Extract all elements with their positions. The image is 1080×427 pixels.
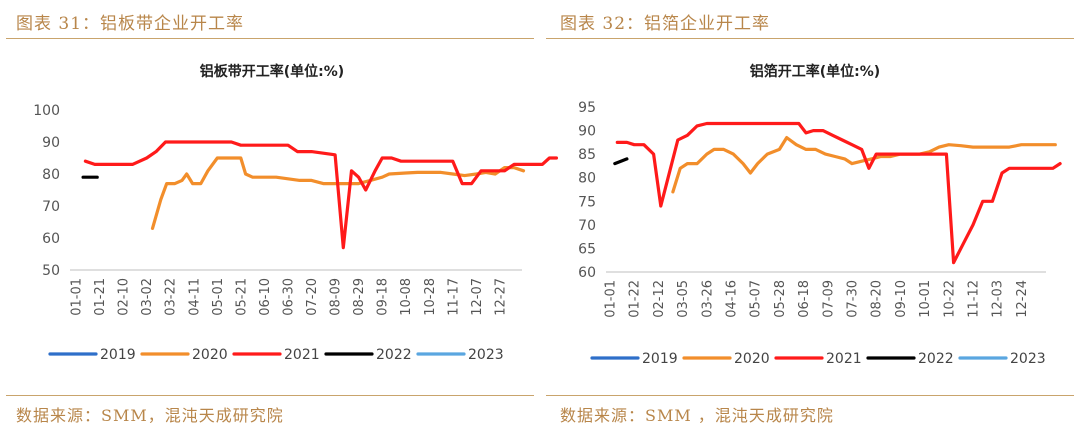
figure-title: 图表 31：铝板带企业开工率	[16, 14, 245, 34]
x-tick-label: 11-12	[967, 280, 982, 318]
figure-title: 图表 32：铝箔企业开工率	[560, 14, 771, 34]
x-tick-label: 01-01	[70, 278, 85, 316]
x-tick-label: 08-29	[352, 278, 367, 316]
bottom-divider	[6, 395, 534, 396]
x-tick-label: 02-10	[117, 278, 132, 316]
x-tick-label: 06-18	[797, 280, 812, 318]
bottom-divider	[546, 395, 1074, 396]
legend-label-2021: 2021	[826, 351, 862, 367]
x-tick-label: 09-18	[376, 278, 391, 316]
x-tick-label: 03-22	[164, 278, 179, 316]
x-tick-label: 12-24	[1015, 280, 1030, 318]
x-tick-label: 03-02	[140, 278, 155, 316]
x-tick-label: 08-20	[870, 280, 885, 318]
x-tick-label: 12-27	[493, 278, 508, 316]
x-tick-label: 07-20	[305, 278, 320, 316]
y-tick-label: 65	[578, 241, 596, 257]
right-figure-panel: 图表 32：铝箔企业开工率 铝箔开工率(单位:%) 60 65 70 75 80 85 90 9…	[540, 0, 1080, 427]
legend-label-2020: 2020	[192, 347, 228, 363]
source-note: 数据来源：SMM ，混沌天成研究院	[560, 406, 834, 425]
x-tick-label: 11-17	[446, 278, 461, 316]
y-tick-label: 90	[42, 135, 60, 151]
left-figure-panel: 图表 31：铝板带企业开工率 铝板带开工率(单位:%) 50 60 70 80 90 100…	[6, 14, 558, 425]
x-tick-label: 05-28	[773, 280, 788, 318]
legend-label-2019: 2019	[642, 351, 678, 367]
series-line-2021	[615, 121, 1062, 265]
legend-label-2022: 2022	[376, 347, 412, 363]
x-tick-label: 03-05	[676, 280, 691, 318]
x-tick-label: 10-08	[399, 278, 414, 316]
series-line-2021	[83, 140, 558, 250]
x-tick-label: 01-22	[628, 280, 643, 318]
legend-label-2023: 2023	[468, 347, 504, 363]
x-tick-label: 07-09	[821, 280, 836, 318]
x-tick-label: 01-01	[604, 280, 619, 318]
series-line-2022	[613, 157, 629, 166]
x-tick-label: 03-26	[700, 280, 715, 318]
y-tick-label: 80	[42, 167, 60, 183]
y-tick-label: 50	[42, 263, 60, 279]
x-tick-label: 07-30	[846, 280, 861, 318]
y-tick-label: 70	[578, 218, 596, 234]
x-tick-label: 05-07	[749, 280, 764, 318]
y-tick-label: 95	[578, 100, 596, 116]
chart-title: 铝板带开工率(单位:%)	[200, 63, 344, 80]
y-tick-label: 100	[33, 103, 60, 119]
y-tick-label: 60	[578, 265, 596, 281]
x-tick-label: 08-09	[329, 278, 344, 316]
y-tick-label: 85	[578, 147, 596, 163]
x-tick-label: 05-01	[211, 278, 226, 316]
x-tick-label: 06-10	[258, 278, 273, 316]
top-divider	[6, 38, 534, 39]
x-tick-label: 01-21	[93, 278, 108, 316]
legend-label-2020: 2020	[734, 351, 770, 367]
legend-label-2019: 2019	[100, 347, 136, 363]
legend-label-2021: 2021	[284, 347, 320, 363]
legend-label-2022: 2022	[918, 351, 954, 367]
foil-operating-rate-chart: 铝箔开工率(单位:%) 60 65 70 75 80 85 90 95 01-01 01-22 02-…	[578, 63, 1062, 367]
y-tick-label: 80	[578, 171, 596, 187]
x-tick-label: 09-10	[894, 280, 909, 318]
x-tick-label: 04-16	[725, 280, 740, 318]
sheet-strip-operating-rate-chart: 铝板带开工率(单位:%) 50 60 70 80 90 100 01-01 01-21 02-10…	[33, 63, 558, 363]
x-tick-label: 02-12	[652, 280, 667, 318]
x-tick-label: 10-01	[918, 280, 933, 318]
x-tick-label: 12-07	[470, 278, 485, 316]
legend-label-2023: 2023	[1010, 351, 1046, 367]
series-line-2020	[671, 136, 1057, 194]
series-line-2020	[150, 156, 526, 230]
source-note: 数据来源：SMM，混沌天成研究院	[16, 406, 284, 425]
x-tick-label: 04-11	[187, 278, 202, 316]
x-tick-label: 10-28	[423, 278, 438, 316]
x-tick-label: 06-30	[282, 278, 297, 316]
y-tick-label: 90	[578, 124, 596, 140]
chart-title: 铝箔开工率(单位:%)	[750, 63, 880, 80]
x-tick-label: 12-03	[991, 280, 1006, 318]
top-divider	[546, 38, 1074, 39]
x-tick-label: 10-22	[942, 280, 957, 318]
x-tick-label: 05-21	[234, 278, 249, 316]
y-tick-label: 75	[578, 194, 596, 210]
y-tick-label: 60	[42, 231, 60, 247]
y-tick-label: 70	[42, 199, 60, 215]
